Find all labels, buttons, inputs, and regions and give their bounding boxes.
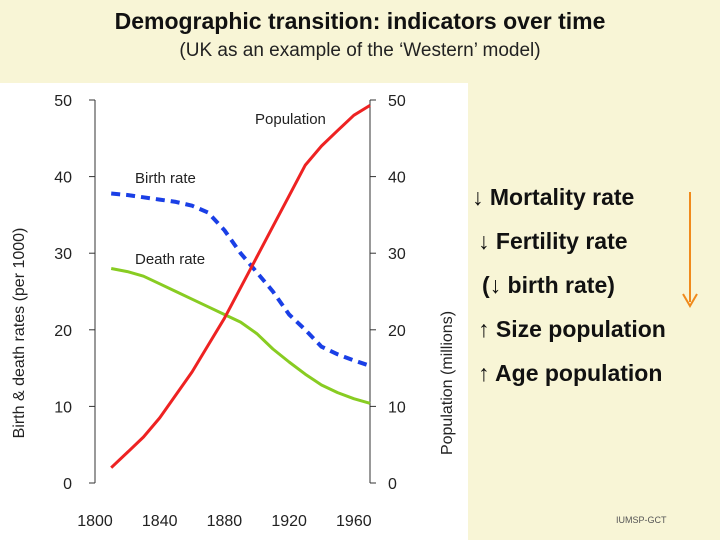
credit-text: IUMSP-GCT bbox=[616, 515, 667, 525]
population-label: Population bbox=[255, 111, 326, 128]
x-tick-labels: 1800 1840 1880 1920 1960 bbox=[77, 513, 372, 530]
left-tick-label: 20 bbox=[54, 323, 72, 340]
indicator-mortality-rate: ↓ Mortality rate bbox=[472, 184, 635, 210]
right-tick-labels: 0 10 20 30 40 50 bbox=[370, 93, 406, 493]
series-lines bbox=[110, 104, 371, 469]
x-tick-label: 1840 bbox=[142, 513, 178, 530]
left-tick-label: 50 bbox=[54, 93, 72, 110]
right-axis-title: Population (millions) bbox=[439, 311, 456, 455]
x-tick-label: 1800 bbox=[77, 513, 113, 530]
demographic-chart: 0 10 20 30 40 50 0 10 20 30 40 50 1800 1840 1880 1920… bbox=[11, 93, 456, 530]
right-tick-label: 50 bbox=[388, 93, 406, 110]
birth-rate-label: Birth rate bbox=[135, 170, 196, 187]
left-tick-label: 0 bbox=[63, 476, 72, 493]
x-tick-label: 1960 bbox=[336, 513, 372, 530]
indicator-birth-rate: (↓ birth rate) bbox=[482, 272, 615, 298]
death-rate-line bbox=[110, 267, 371, 405]
page-subtitle: (UK as an example of the ‘Western’ model… bbox=[179, 40, 541, 61]
left-tick-labels: 0 10 20 30 40 50 bbox=[54, 93, 95, 493]
population-line bbox=[110, 104, 371, 469]
indicator-fertility-rate: ↓ Fertility rate bbox=[478, 228, 628, 254]
left-tick-label: 10 bbox=[54, 399, 72, 416]
chart-panel: 0 10 20 30 40 50 0 10 20 30 40 50 1800 1840 1880 1920… bbox=[0, 83, 468, 540]
left-tick-label: 40 bbox=[54, 170, 72, 187]
x-tick-label: 1880 bbox=[207, 513, 243, 530]
indicator-size-population: ↑ Size population bbox=[478, 316, 666, 342]
right-tick-label: 0 bbox=[388, 476, 397, 493]
indicator-age-population: ↑ Age population bbox=[478, 360, 663, 386]
x-tick-label: 1920 bbox=[271, 513, 307, 530]
birth-rate-line bbox=[111, 191, 371, 368]
right-tick-label: 10 bbox=[388, 399, 406, 416]
right-tick-label: 30 bbox=[388, 246, 406, 263]
left-axis-title: Birth & death rates (per 1000) bbox=[11, 228, 28, 439]
down-arrow-icon bbox=[682, 192, 698, 308]
right-tick-label: 40 bbox=[388, 170, 406, 187]
death-rate-label: Death rate bbox=[135, 251, 205, 268]
left-tick-label: 30 bbox=[54, 246, 72, 263]
right-tick-label: 20 bbox=[388, 323, 406, 340]
page-title: Demographic transition: indicators over … bbox=[114, 8, 606, 34]
